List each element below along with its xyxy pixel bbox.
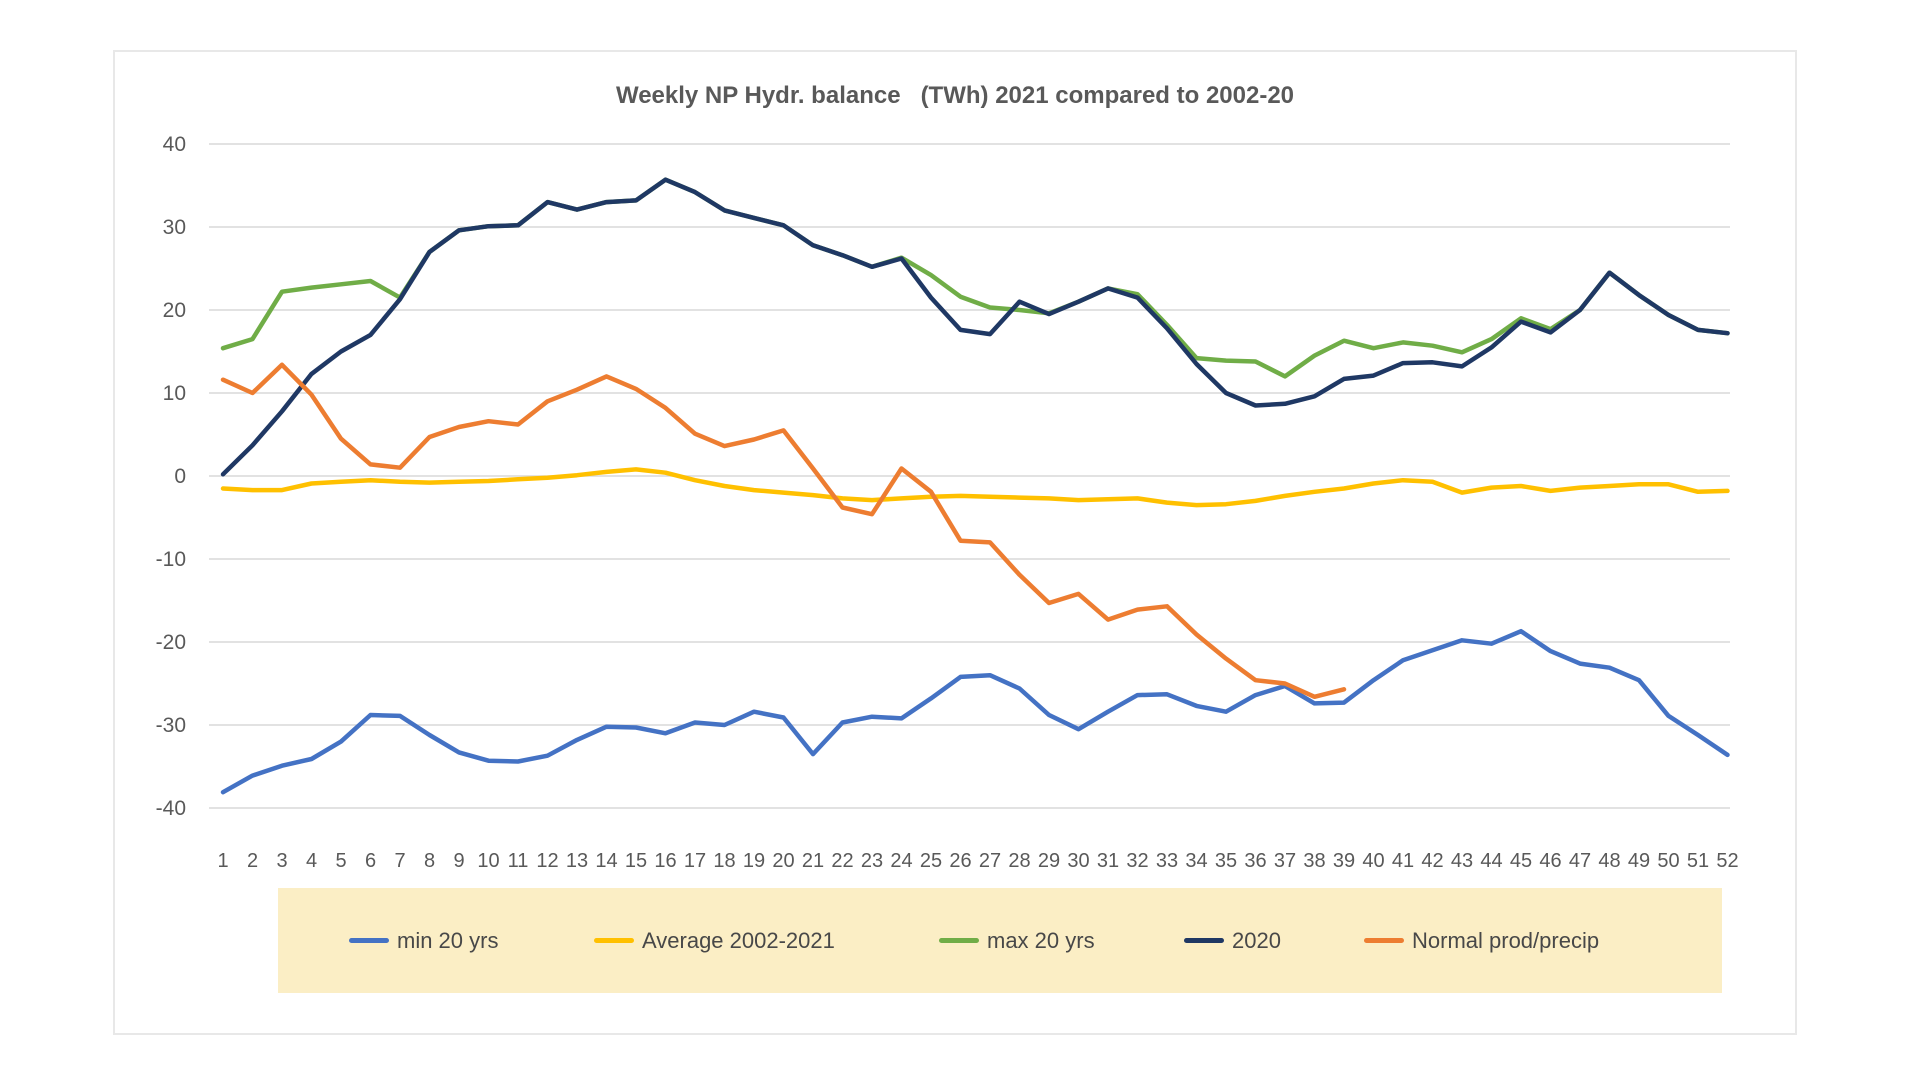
legend-item-average-2002-2021: Average 2002-2021	[594, 888, 835, 993]
x-axis-tick-label-week-36: 36	[1244, 850, 1266, 872]
x-axis-tick-label-week-12: 12	[536, 850, 558, 872]
legend-label: min 20 yrs	[397, 927, 499, 953]
x-axis-tick-label-week-27: 27	[979, 850, 1001, 872]
x-axis-tick-label-week-13: 13	[566, 850, 588, 872]
x-axis-tick-label-week-49: 49	[1628, 850, 1650, 872]
x-axis-tick-label-week-22: 22	[831, 850, 853, 872]
x-axis-tick-label-week-3: 3	[276, 850, 287, 872]
x-axis-tick-label-week-14: 14	[595, 850, 617, 872]
x-axis-tick-label-week-43: 43	[1451, 850, 1473, 872]
legend: min 20 yrs Average 2002-2021 max 20 yrs 202…	[278, 888, 1722, 993]
x-axis-tick-label-week-48: 48	[1598, 850, 1620, 872]
x-axis-tick-label-week-52: 52	[1716, 850, 1738, 872]
series-line-2020	[220, 177, 1730, 477]
x-axis-tick-label-week-18: 18	[713, 850, 735, 872]
y-axis-tick-label: -40	[156, 797, 186, 820]
x-axis-tick-label-week-41: 41	[1392, 850, 1414, 872]
legend-label: Normal prod/precip	[1412, 927, 1600, 953]
legend-label: max 20 yrs	[987, 927, 1095, 953]
legend-label: Average 2002-2021	[642, 927, 835, 953]
chart-title: Weekly NP Hydr. balance (TWh) 2021 compa…	[615, 82, 1295, 109]
x-axis-tick-label-week-5: 5	[335, 850, 346, 872]
y-axis-tick-label: 10	[163, 382, 186, 405]
x-axis-tick-label-week-24: 24	[890, 850, 912, 872]
x-axis-tick-label-week-45: 45	[1510, 850, 1532, 872]
y-axis-tick-label: -10	[156, 548, 186, 571]
x-axis-tick-label-week-51: 51	[1687, 850, 1709, 872]
series-line-min-20-yrs	[220, 628, 1730, 795]
x-axis-tick-label-week-16: 16	[654, 850, 676, 872]
x-axis-tick-label-week-35: 35	[1215, 850, 1237, 872]
x-axis-tick-label-week-34: 34	[1185, 850, 1207, 872]
legend-item-max-20-yrs: max 20 yrs	[939, 888, 1095, 993]
legend-item-2020: 2020	[1184, 888, 1281, 993]
y-axis-tick-label: 40	[163, 133, 186, 156]
x-axis-tick-label-week-6: 6	[365, 850, 376, 872]
x-axis-tick-label-week-28: 28	[1008, 850, 1030, 872]
x-axis-tick-label-week-29: 29	[1038, 850, 1060, 872]
x-axis-tick-label-week-11: 11	[508, 850, 529, 872]
x-axis-tick-label-week-26: 26	[949, 850, 971, 872]
chart-panel: Weekly NP Hydr. balance (TWh) 2021 compa…	[113, 50, 1797, 1035]
x-axis-tick-label-week-2: 2	[247, 850, 258, 872]
x-axis-tick-label-week-44: 44	[1480, 850, 1502, 872]
x-axis-tick-label-week-50: 50	[1657, 850, 1679, 872]
series-line-max-20-yrs	[220, 177, 1730, 379]
legend-label: 2020	[1232, 927, 1281, 953]
legend-swatch-icon	[1364, 938, 1404, 943]
x-axis-tick-label-week-25: 25	[920, 850, 942, 872]
x-axis-tick-label-week-38: 38	[1303, 850, 1325, 872]
x-axis-tick-label-week-21: 21	[802, 850, 824, 872]
x-axis-tick-label-week-9: 9	[453, 850, 464, 872]
x-axis-tick-label-week-20: 20	[772, 850, 794, 872]
x-axis-tick-label-week-10: 10	[477, 850, 499, 872]
x-axis-tick-label-week-42: 42	[1421, 850, 1443, 872]
x-axis-tick-label-week-23: 23	[861, 850, 883, 872]
y-axis-tick-label: 0	[174, 465, 186, 488]
x-axis-tick-label-week-31: 31	[1097, 850, 1119, 872]
x-axis-tick-label-week-15: 15	[625, 850, 647, 872]
x-axis-tick-label-week-33: 33	[1156, 850, 1178, 872]
series-line-average-2002-2021	[220, 467, 1730, 508]
y-axis-tick-label: -20	[156, 631, 186, 654]
x-axis-tick-label-week-19: 19	[743, 850, 765, 872]
x-axis-tick-label-week-46: 46	[1539, 850, 1561, 872]
x-axis-tick-label-week-32: 32	[1126, 850, 1148, 872]
series-line-normal-prod-precip	[220, 362, 1347, 700]
x-axis-tick-label-week-30: 30	[1067, 850, 1089, 872]
legend-item-min-20-yrs: min 20 yrs	[349, 888, 498, 993]
legend-item-normal-prod-precip: Normal prod/precip	[1364, 888, 1599, 993]
x-axis-tick-label-week-1: 1	[217, 850, 228, 872]
legend-swatch-icon	[349, 938, 389, 943]
y-axis-tick-label: 20	[163, 299, 186, 322]
legend-swatch-icon	[939, 938, 979, 943]
x-axis-tick-label-week-39: 39	[1333, 850, 1355, 872]
legend-swatch-icon	[1184, 938, 1224, 943]
x-axis-tick-label-week-17: 17	[684, 850, 706, 872]
x-axis-tick-label-week-8: 8	[424, 850, 435, 872]
x-axis-tick-label-week-40: 40	[1362, 850, 1384, 872]
x-axis-tick-label-week-37: 37	[1274, 850, 1296, 872]
y-axis-tick-label: -30	[156, 714, 186, 737]
legend-swatch-icon	[594, 938, 634, 943]
x-axis-tick-label-week-47: 47	[1569, 850, 1591, 872]
y-axis-tick-label: 30	[163, 216, 186, 239]
x-axis-tick-label-week-4: 4	[306, 850, 317, 872]
x-axis-tick-label-week-7: 7	[394, 850, 405, 872]
